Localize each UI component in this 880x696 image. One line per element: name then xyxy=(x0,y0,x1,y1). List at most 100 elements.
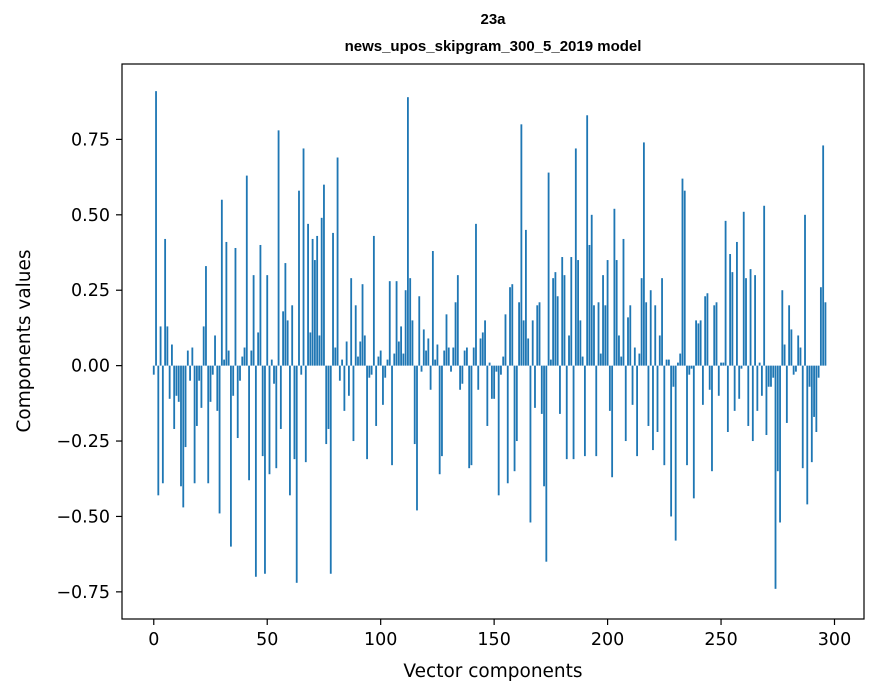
bar xyxy=(266,275,269,366)
bar xyxy=(209,365,212,402)
bar xyxy=(248,365,250,481)
bar xyxy=(193,365,196,484)
bar xyxy=(808,365,811,387)
y-tick-label: 0.00 xyxy=(71,357,110,377)
bar xyxy=(813,365,815,417)
bar xyxy=(431,251,434,366)
bar xyxy=(343,365,346,411)
bar xyxy=(441,365,443,457)
bar xyxy=(620,356,623,366)
bar-series xyxy=(152,91,827,589)
bar xyxy=(604,305,607,366)
bar xyxy=(618,335,620,366)
bar xyxy=(736,241,738,366)
x-tick-label: 50 xyxy=(256,630,278,650)
bar xyxy=(341,359,344,366)
bar xyxy=(182,365,185,508)
bar xyxy=(804,214,806,366)
bar xyxy=(225,241,228,366)
bar xyxy=(320,217,323,366)
bar xyxy=(309,332,312,366)
bar xyxy=(549,359,552,366)
bar xyxy=(701,365,704,405)
bar xyxy=(522,320,525,366)
bar xyxy=(724,220,727,366)
x-tick-label: 300 xyxy=(818,630,851,650)
bar xyxy=(779,365,781,523)
bar xyxy=(436,344,439,366)
bar xyxy=(334,347,337,366)
bar xyxy=(733,365,736,411)
bar xyxy=(382,365,384,405)
bar xyxy=(583,365,586,457)
bar xyxy=(572,365,575,460)
bar xyxy=(434,359,437,366)
bar xyxy=(706,293,709,366)
bar xyxy=(184,365,187,448)
bar xyxy=(611,365,614,478)
bar xyxy=(683,190,686,366)
bar xyxy=(536,305,539,366)
bar xyxy=(161,365,164,484)
bar xyxy=(756,365,759,411)
bar xyxy=(695,320,697,366)
bar xyxy=(302,148,305,366)
bar xyxy=(534,365,536,408)
bar xyxy=(311,238,314,366)
bar xyxy=(824,302,827,366)
bar xyxy=(615,260,618,366)
bar xyxy=(590,214,593,366)
bar xyxy=(388,281,391,366)
y-tick-label: −0.75 xyxy=(56,583,110,603)
bar xyxy=(171,344,173,366)
bar xyxy=(527,338,530,366)
bar xyxy=(788,305,791,366)
bar xyxy=(275,365,278,469)
bar xyxy=(747,365,750,426)
bar xyxy=(420,365,423,372)
bar xyxy=(234,247,237,366)
bar xyxy=(261,365,264,457)
bar xyxy=(277,130,280,366)
bar xyxy=(817,365,820,378)
bar xyxy=(645,302,648,366)
bar xyxy=(372,235,375,366)
bar xyxy=(711,365,713,472)
bar xyxy=(425,350,427,366)
bar xyxy=(520,124,523,366)
bar xyxy=(547,172,550,366)
bar xyxy=(627,317,629,366)
y-tick-label: 0.75 xyxy=(71,130,110,150)
bar xyxy=(665,359,668,366)
bar xyxy=(652,365,654,451)
bar xyxy=(692,365,695,499)
bar xyxy=(799,347,802,366)
bar xyxy=(475,223,477,366)
chart-title: 23a xyxy=(480,11,506,28)
bar xyxy=(407,97,409,366)
bar xyxy=(173,365,176,429)
bar xyxy=(672,365,675,387)
bar xyxy=(686,365,688,466)
bar xyxy=(749,269,752,366)
bar xyxy=(636,365,638,457)
x-tick-label: 0 xyxy=(148,630,159,650)
bar xyxy=(697,323,700,366)
bar xyxy=(699,320,702,366)
bar xyxy=(758,362,761,366)
bar xyxy=(506,365,509,484)
bar xyxy=(531,320,534,366)
bar xyxy=(352,365,355,442)
bar xyxy=(477,365,480,390)
bar xyxy=(350,278,353,366)
bar xyxy=(159,326,162,366)
bar xyxy=(622,238,625,366)
bar xyxy=(715,302,718,366)
bar xyxy=(361,284,364,366)
bar xyxy=(801,365,804,469)
bar xyxy=(497,365,500,496)
bar xyxy=(667,359,670,366)
bar xyxy=(690,365,693,369)
bar xyxy=(647,365,650,426)
bar xyxy=(218,365,221,514)
